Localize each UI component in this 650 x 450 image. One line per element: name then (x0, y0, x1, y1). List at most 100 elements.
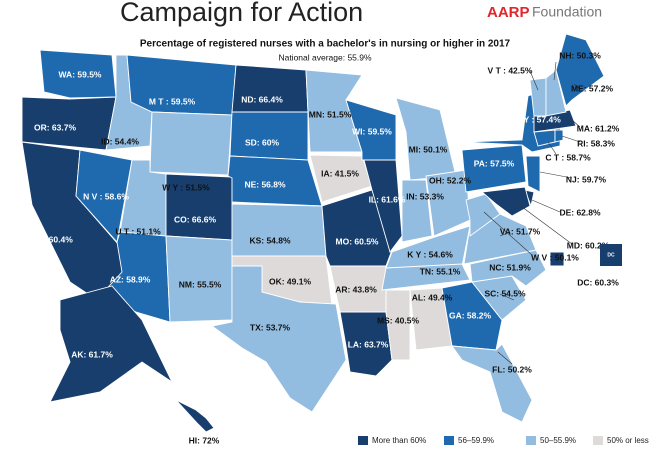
state (149, 111, 233, 176)
logo-name: Foundation (532, 4, 602, 20)
state (545, 69, 567, 117)
state-label: OH: 52.2% (429, 175, 471, 185)
leader-line (561, 135, 581, 143)
logo-brand: AARP (487, 4, 530, 21)
state-label: N Y : 57.4% (515, 114, 561, 124)
legend-swatch (526, 436, 536, 445)
state (231, 64, 309, 113)
state (525, 155, 541, 193)
state (385, 289, 411, 361)
state-label: V T : 42.5% (488, 65, 533, 75)
state-label: IL: 61.6% (369, 194, 406, 204)
state-label: NM: 55.5% (179, 279, 222, 289)
state (461, 144, 527, 193)
state-label: VA: 51.7% (500, 226, 541, 236)
state-label: M T : 59.5% (149, 96, 196, 106)
legend-label: More than 60% (372, 436, 426, 445)
state-label: MD: 60.2% (567, 240, 610, 250)
leader-line (497, 351, 513, 365)
state-label: U T : 51.1% (115, 226, 161, 236)
leader-line (573, 83, 581, 90)
leader-line (547, 141, 557, 155)
labels: WA: 59.5% OR: 63.7% CA: 60.4% N V : 58.6% ID… (31, 50, 622, 445)
dc-icon-label: DC (607, 252, 615, 258)
state-label: NC: 51.9% (489, 262, 531, 272)
state-label: MO: 60.5% (336, 236, 379, 246)
legend: More than 60% 56–59.9% 50–55.9% 50% or less (358, 436, 649, 445)
state-label: AK: 61.7% (71, 349, 113, 359)
national-average: National average: 55.9% (278, 52, 372, 62)
state-label: MI: 50.1% (409, 144, 448, 154)
state-label: TN: 55.1% (420, 266, 461, 276)
state-label: K Y : 54.6% (407, 249, 453, 259)
state (175, 399, 215, 433)
state-label: GA: 58.2% (449, 310, 491, 320)
state-label: HI: 72% (189, 435, 220, 445)
state (465, 193, 501, 237)
leader-line (531, 199, 561, 213)
state-label: MA: 61.2% (577, 123, 620, 133)
state-label: OR: 63.7% (34, 122, 76, 132)
leader-line (571, 119, 581, 128)
state-label: ND: 66.4% (241, 94, 283, 104)
states (21, 33, 605, 433)
state-label: LA: 63.7% (348, 339, 389, 349)
leader-line (529, 70, 539, 91)
state (363, 159, 403, 253)
state-label: OK: 49.1% (269, 276, 311, 286)
leader-line (553, 61, 557, 81)
state-label: WA: 59.5% (59, 69, 102, 79)
legend-swatch (444, 436, 454, 445)
state-label: W Y : 51.5% (162, 182, 210, 192)
state-label: NE: 56.8% (244, 179, 286, 189)
legend-label: 56–59.9% (458, 436, 494, 445)
state-label: MN: 51.5% (309, 109, 352, 119)
state (231, 203, 327, 257)
state-label: SD: 60% (245, 137, 279, 147)
state (210, 265, 347, 413)
state-label: SC: 54.5% (484, 288, 526, 298)
state-label: C T : 58.7% (545, 152, 591, 162)
state (549, 251, 565, 267)
state (229, 111, 309, 161)
state-label: CO: 66.6% (174, 214, 216, 224)
state-label: IA: 41.5% (321, 168, 359, 178)
state-label: DC: 60.3% (577, 277, 619, 287)
leader-line (539, 171, 573, 179)
state-label: DE: 62.8% (559, 207, 601, 217)
state (554, 129, 564, 143)
leader-line (499, 293, 515, 301)
state-label: N V : 58.6% (83, 191, 129, 201)
state-label: AL: 49.4% (412, 292, 453, 302)
leader-line (499, 231, 511, 237)
state-label: AR: 43.8% (335, 284, 377, 294)
title: Campaign for Action (120, 0, 363, 27)
state (555, 33, 605, 107)
dc-icon (600, 244, 622, 266)
state (381, 263, 471, 291)
state (401, 179, 433, 243)
state-label: NH: 50.3% (559, 50, 601, 60)
legend-label: 50% or less (607, 436, 649, 445)
state (39, 49, 117, 99)
legend-label: 50–55.9% (540, 436, 576, 445)
state-label: AZ: 58.9% (110, 274, 151, 284)
leader-line (517, 203, 573, 245)
state-label: ME: 57.2% (571, 83, 613, 93)
state (385, 225, 471, 269)
state-label: IN: 53.3% (406, 191, 444, 201)
state (480, 186, 531, 217)
state (395, 97, 457, 181)
legend-swatch (358, 436, 368, 445)
state-label: TX: 53.7% (250, 322, 291, 332)
state-label: PA: 57.5% (474, 158, 515, 168)
leader-line (483, 211, 533, 256)
state-label: NJ: 59.7% (566, 174, 607, 184)
state-label: W V : 50.1% (531, 252, 579, 262)
state-label: RI: 58.3% (577, 138, 615, 148)
state (49, 285, 174, 403)
state-label: ID: 54.4% (101, 136, 139, 146)
subtitle: Percentage of registered nurses with a b… (140, 39, 511, 50)
state-label: WI: 59.5% (352, 126, 392, 136)
state-label: CA: 60.4% (31, 234, 73, 244)
